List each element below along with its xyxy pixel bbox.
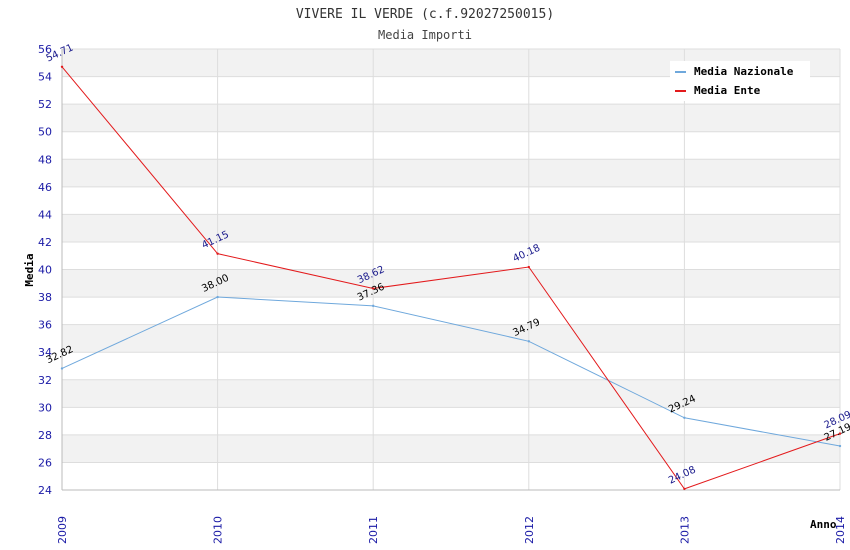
- data-point: [216, 252, 219, 255]
- grid-band: [62, 241, 840, 270]
- y-tick-label: 26: [38, 456, 52, 469]
- y-tick-label: 46: [38, 181, 52, 194]
- y-tick-label: 54: [38, 71, 52, 84]
- y-tick-label: 30: [38, 401, 52, 414]
- data-point: [527, 265, 530, 269]
- data-point: [527, 340, 530, 343]
- y-tick-label: 42: [38, 236, 52, 249]
- x-tick-label: 2011: [367, 516, 380, 544]
- chart-series-lines: [60, 65, 842, 491]
- legend-box: [670, 61, 810, 101]
- data-point: [60, 367, 64, 370]
- grid-band: [62, 462, 840, 490]
- series-line-ente: [61, 66, 841, 490]
- grid-band: [62, 214, 840, 242]
- chart-background-bands: [62, 49, 840, 490]
- x-axis-ticks: 2009 2010 2011 2012 2013 2014: [56, 516, 847, 544]
- data-point: [683, 416, 686, 419]
- grid-band: [62, 352, 840, 380]
- x-tick-label: 2014: [834, 516, 847, 544]
- y-tick-label: 28: [38, 429, 52, 442]
- grid-band: [62, 407, 840, 435]
- data-point: [60, 65, 64, 68]
- grid-band: [62, 104, 840, 132]
- y-tick-label: 48: [38, 153, 52, 166]
- grid-band: [62, 379, 840, 408]
- x-axis-title: Anno: [810, 518, 837, 531]
- data-point: [372, 304, 375, 308]
- y-tick-label: 40: [38, 264, 52, 277]
- x-tick-label: 2009: [56, 516, 69, 544]
- chart-legend: Media Nazionale Media Ente: [670, 61, 810, 101]
- grid-band: [62, 434, 840, 463]
- grid-band: [62, 324, 840, 353]
- y-tick-label: 36: [38, 319, 52, 332]
- y-axis-title: Media: [23, 253, 36, 286]
- data-point: [838, 432, 842, 435]
- x-tick-label: 2013: [678, 516, 691, 544]
- y-axis-ticks: 24 26 28 30 32 34 36 38 40 42 44 46 48 50 52 54 56: [38, 43, 52, 497]
- y-tick-label: 56: [38, 43, 52, 56]
- chart-subtitle: Media Importi: [378, 28, 472, 42]
- chart-axes: [61, 49, 840, 491]
- y-tick-label: 44: [38, 208, 52, 221]
- y-tick-label: 52: [38, 98, 52, 111]
- legend-label-ente: Media Ente: [694, 84, 761, 97]
- data-point: [838, 444, 842, 448]
- grid-band: [62, 159, 840, 187]
- y-tick-label: 24: [38, 484, 52, 497]
- grid-band: [62, 297, 840, 325]
- y-tick-label: 34: [38, 346, 52, 359]
- y-tick-label: 38: [38, 291, 52, 304]
- chart-title: VIVERE IL VERDE (c.f.92027250015): [296, 7, 554, 22]
- y-tick-label: 32: [38, 374, 52, 387]
- chart-gridlines: [61, 48, 841, 491]
- grid-band: [62, 131, 840, 160]
- series-line-naz: [61, 296, 841, 447]
- data-point: [372, 287, 375, 290]
- data-point: [683, 487, 686, 491]
- x-tick-label: 2012: [523, 516, 536, 544]
- data-point: [216, 295, 219, 299]
- grid-band: [62, 269, 840, 298]
- legend-label-naz: Media Nazionale: [694, 65, 794, 78]
- y-tick-label: 50: [38, 126, 52, 139]
- x-tick-label: 2010: [212, 516, 225, 544]
- grid-band: [62, 186, 840, 215]
